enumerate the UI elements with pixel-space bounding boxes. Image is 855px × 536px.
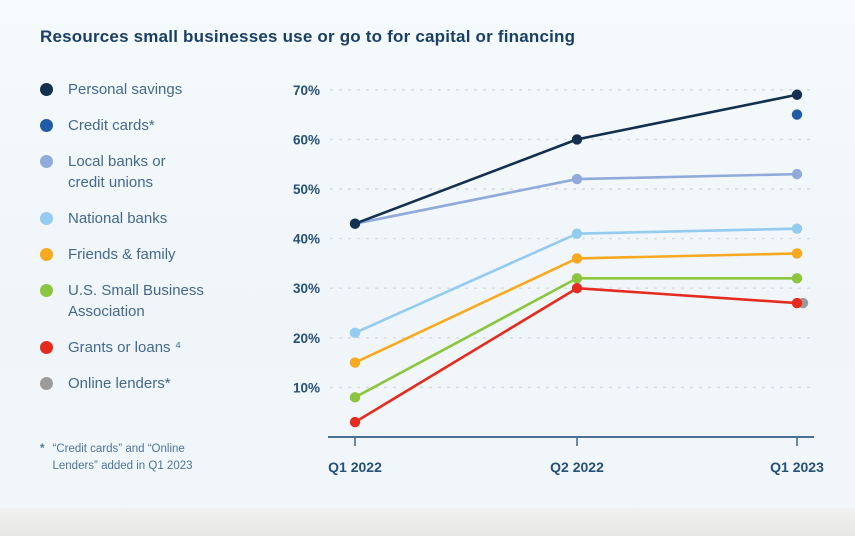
series-line-friends-family [353, 252, 799, 364]
data-point-local-banks [791, 168, 803, 180]
data-point-local-banks [571, 173, 583, 185]
data-point-grants-loans [349, 416, 361, 428]
data-point-personal-savings [349, 218, 361, 229]
legend-item-sba: U.S. Small Business Association [40, 280, 270, 322]
y-axis-label: 50% [293, 182, 320, 197]
legend-label: Personal savings [68, 81, 183, 98]
y-axis-label: 20% [293, 331, 320, 346]
x-axis-label: Q1 2023 [770, 459, 824, 475]
chart-title: Resources small businesses use or go to … [40, 27, 576, 46]
data-point-credit-cards [791, 109, 803, 120]
x-axis-label: Q2 2022 [550, 459, 604, 475]
footnote-text: “Credit cards” and “Online Lenders” adde… [52, 443, 193, 472]
data-point-friends-family [791, 248, 803, 259]
legend-label: U.S. Small Business Association [68, 282, 204, 320]
footnote-marker: * [40, 443, 45, 455]
legend-dot-icon [40, 155, 53, 168]
series-line-grants-loans [353, 286, 799, 424]
y-axis-label: 70% [293, 83, 320, 98]
legend-dot-icon [40, 83, 53, 96]
legend-dot-icon [40, 377, 53, 390]
series-line-personal-savings [353, 93, 799, 226]
y-axis-label: 10% [293, 380, 320, 395]
legend-label: Credit cards* [68, 117, 155, 134]
legend-dot-icon [40, 341, 53, 354]
data-point-national-banks [349, 327, 361, 339]
legend-label: Grants or loans ⁴ [68, 339, 182, 356]
data-point-sba [349, 392, 361, 403]
legend-item-national-banks: National banks [40, 208, 270, 229]
legend-dot-icon [40, 284, 53, 297]
x-axis-label: Q1 2022 [328, 459, 382, 475]
data-point-personal-savings [571, 134, 583, 145]
y-axis-label: 30% [293, 281, 320, 296]
data-point-grants-loans [571, 283, 583, 294]
legend: Personal savings Credit cards* Local banks… [40, 79, 270, 409]
footnote: * “Credit cards” and “Online Lenders” ad… [40, 441, 193, 475]
legend-dot-icon [40, 212, 53, 225]
legend-item-credit-cards: Credit cards* [40, 115, 270, 136]
legend-label: Online lenders* [68, 375, 171, 392]
data-point-sba [571, 273, 583, 284]
legend-item-personal-savings: Personal savings [40, 79, 270, 100]
legend-dot-icon [40, 119, 53, 132]
data-point-friends-family [349, 357, 361, 368]
data-point-grants-loans [791, 297, 803, 309]
bottom-strip [0, 508, 855, 536]
y-axis-label: 60% [293, 132, 320, 147]
legend-label: Friends & family [68, 246, 176, 263]
legend-label: National banks [68, 210, 168, 227]
y-axis-label: 40% [293, 232, 320, 247]
legend-item-online-lenders: Online lenders* [40, 373, 270, 394]
data-point-national-banks [571, 228, 583, 239]
legend-dot-icon [40, 248, 53, 261]
data-point-personal-savings [791, 89, 803, 100]
data-point-sba [791, 273, 803, 284]
data-point-friends-family [571, 253, 583, 264]
legend-label: Local banks or credit unions [68, 153, 166, 191]
legend-item-friends-family: Friends & family [40, 244, 270, 265]
chart-svg: 10% 20% 30% 40% 50% 60% 70% Q1 2022 Q2 2022 Q1 20… [293, 83, 824, 475]
data-point-national-banks [791, 223, 803, 234]
legend-item-grants-loans: Grants or loans ⁴ [40, 337, 270, 358]
legend-item-local-banks: Local banks or credit unions [40, 151, 270, 193]
